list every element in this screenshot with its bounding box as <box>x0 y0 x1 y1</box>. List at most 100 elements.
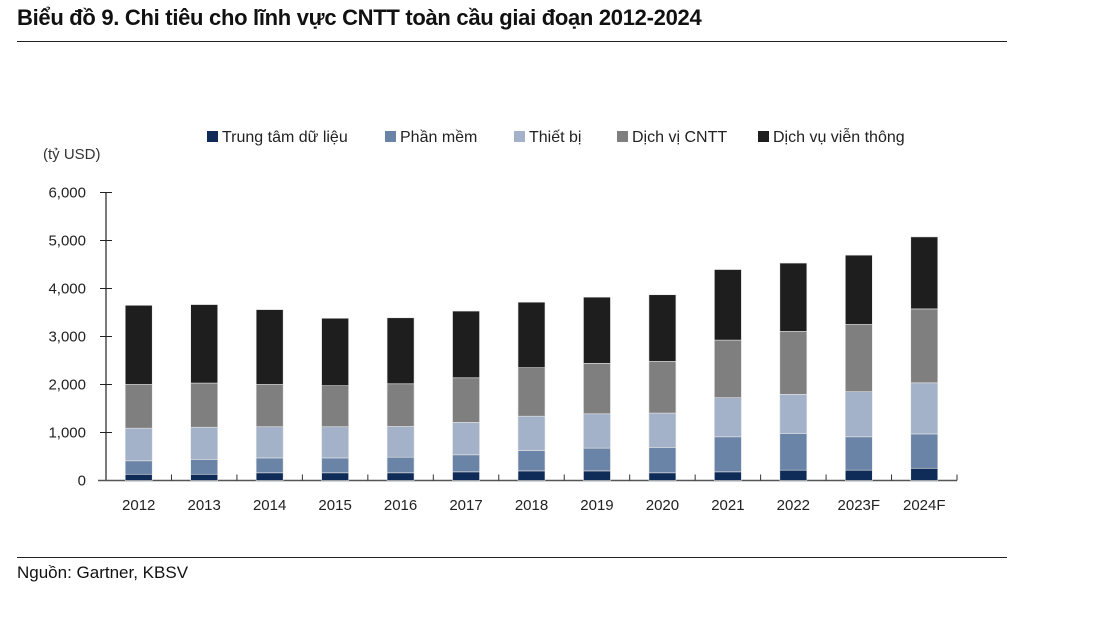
legend: Trung tâm dữ liệu Phần mềm Thiết bị Dịch vị… <box>207 127 905 146</box>
legend-item: Trung tâm dữ liệu <box>207 129 348 146</box>
bar-stack-2023F <box>845 254 873 481</box>
legend-label: Phần mềm <box>400 129 477 146</box>
bar-segment-3 <box>124 384 153 429</box>
bars <box>124 236 939 481</box>
x-tick-label: 2013 <box>188 497 221 514</box>
legend-item: Phần mềm <box>385 129 477 146</box>
bar-segment-0 <box>648 472 677 481</box>
bar-segment-3 <box>452 377 480 423</box>
bar-segment-3 <box>583 363 611 415</box>
x-tick-label: 2020 <box>646 497 679 514</box>
bar-stack-2024F <box>910 236 939 481</box>
legend-item: Thiết bị <box>514 129 581 146</box>
bar-segment-2 <box>714 397 742 438</box>
bar-segment-1 <box>124 460 153 475</box>
bar-segment-2 <box>583 413 611 449</box>
legend-swatch <box>758 131 769 142</box>
bar-segment-2 <box>517 415 546 451</box>
bar-segment-2 <box>779 394 808 434</box>
x-tick-label: 2022 <box>777 497 810 514</box>
bar-stack-2019 <box>583 296 611 481</box>
bar-segment-2 <box>190 426 218 460</box>
bar-segment-1 <box>714 436 742 473</box>
legend-label: Thiết bị <box>529 129 581 146</box>
bar-segment-2 <box>321 426 349 459</box>
bar-stack-2012 <box>124 304 153 481</box>
bar-segment-2 <box>910 382 939 435</box>
bar-segment-1 <box>386 456 415 474</box>
x-tick-label: 2015 <box>318 497 351 514</box>
bar-stack-2017 <box>452 310 480 481</box>
bar-stack-2020 <box>648 294 677 481</box>
bar-segment-2 <box>255 426 284 459</box>
bar-segment-1 <box>321 457 349 474</box>
bar-segment-4 <box>190 304 218 384</box>
legend-swatch <box>514 131 525 142</box>
x-tick-label: 2012 <box>122 497 155 514</box>
source-divider <box>17 557 1007 558</box>
y-tick-label: 3,000 <box>48 329 86 346</box>
y-tick-label: 6,000 <box>48 185 86 202</box>
bar-segment-1 <box>190 459 218 475</box>
legend-item: Dịch vụ viễn thông <box>758 127 905 146</box>
legend-swatch <box>385 131 396 142</box>
bar-stack-2016 <box>386 317 415 481</box>
bar-segment-4 <box>583 296 611 364</box>
bar-segment-3 <box>910 308 939 384</box>
y-tick-label: 0 <box>78 473 86 490</box>
bar-segment-0 <box>845 469 873 481</box>
bar-segment-4 <box>779 262 808 332</box>
bar-segment-4 <box>452 310 480 379</box>
bar-segment-0 <box>190 473 218 481</box>
y-axis-label: (tỷ USD) <box>43 146 101 163</box>
bar-segment-4 <box>386 317 415 385</box>
bar-segment-1 <box>255 457 284 474</box>
x-tick-label: 2019 <box>580 497 613 514</box>
bar-segment-1 <box>452 454 480 473</box>
x-tick-label: 2017 <box>449 497 482 514</box>
bar-segment-1 <box>583 447 611 472</box>
bar-segment-4 <box>648 294 677 362</box>
bar-stack-2013 <box>190 304 218 481</box>
legend-label: Dịch vụ viễn thông <box>773 127 905 146</box>
bar-segment-0 <box>583 470 611 481</box>
bar-segment-4 <box>124 304 153 385</box>
bar-segment-4 <box>321 317 349 387</box>
bar-segment-4 <box>910 236 939 310</box>
bar-segment-4 <box>714 269 742 341</box>
bar-segment-0 <box>124 473 153 481</box>
y-tick-label: 1,000 <box>48 425 86 442</box>
bar-segment-3 <box>190 382 218 428</box>
x-tick-label: 2021 <box>711 497 744 514</box>
bar-segment-3 <box>845 324 873 392</box>
bar-segment-3 <box>255 384 284 428</box>
bar-segment-2 <box>845 391 873 438</box>
bar-segment-4 <box>517 301 546 368</box>
bar-segment-1 <box>845 436 873 471</box>
bar-segment-2 <box>386 426 415 458</box>
source-note: Nguồn: Gartner, KBSV <box>17 563 189 582</box>
bar-segment-2 <box>648 412 677 448</box>
x-tick-label: 2023F <box>838 497 881 514</box>
bar-segment-0 <box>452 471 480 481</box>
bar-segment-4 <box>845 254 873 325</box>
bar-stack-2015 <box>321 317 349 481</box>
bar-segment-3 <box>517 367 546 417</box>
x-axis: 2012 2013 2014 2015 2016 2017 2018 2019 2020 2021… <box>98 474 958 514</box>
bar-segment-0 <box>386 472 415 481</box>
bar-segment-3 <box>714 339 742 399</box>
bar-stack-2021 <box>714 269 742 481</box>
x-tick-label: 2016 <box>384 497 417 514</box>
legend-label: Dịch vị CNTT <box>632 129 727 146</box>
x-tick-label: 2024F <box>903 497 946 514</box>
bar-segment-1 <box>779 433 808 471</box>
bar-segment-1 <box>648 447 677 474</box>
bar-segment-4 <box>255 309 284 385</box>
bar-segment-2 <box>124 427 153 462</box>
bar-segment-0 <box>910 467 939 481</box>
bar-segment-3 <box>386 383 415 427</box>
bar-stack-2022 <box>779 262 808 481</box>
legend-swatch <box>207 131 218 142</box>
title-divider <box>17 41 1007 42</box>
